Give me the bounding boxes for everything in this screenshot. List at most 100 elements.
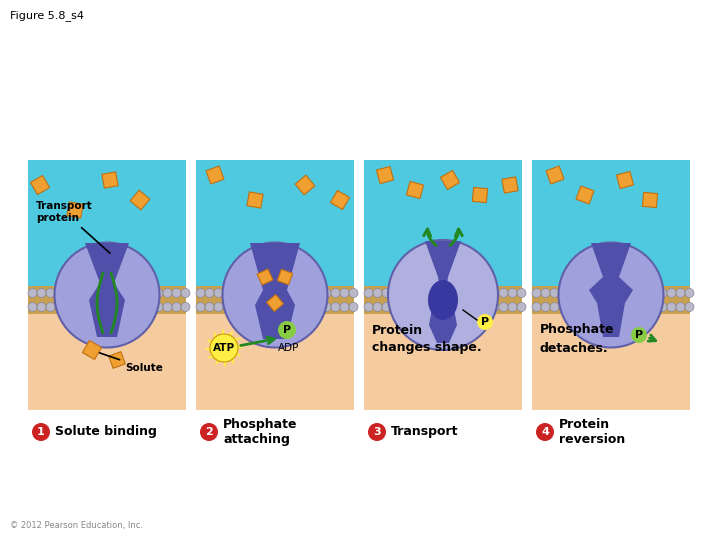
Circle shape bbox=[532, 288, 541, 298]
Circle shape bbox=[499, 288, 508, 298]
Circle shape bbox=[364, 288, 373, 298]
Circle shape bbox=[100, 302, 109, 312]
Polygon shape bbox=[441, 171, 459, 190]
Circle shape bbox=[454, 288, 463, 298]
Circle shape bbox=[127, 288, 136, 298]
Circle shape bbox=[445, 288, 454, 298]
Circle shape bbox=[232, 288, 241, 298]
Circle shape bbox=[649, 302, 658, 312]
Circle shape bbox=[685, 302, 694, 312]
Circle shape bbox=[541, 288, 550, 298]
Circle shape bbox=[55, 288, 64, 298]
Polygon shape bbox=[207, 338, 224, 348]
Circle shape bbox=[613, 288, 622, 298]
Circle shape bbox=[436, 302, 445, 312]
Polygon shape bbox=[214, 330, 224, 348]
Circle shape bbox=[481, 288, 490, 298]
Circle shape bbox=[622, 288, 631, 298]
Circle shape bbox=[568, 288, 577, 298]
Polygon shape bbox=[109, 352, 125, 368]
Circle shape bbox=[46, 288, 55, 298]
Circle shape bbox=[499, 302, 508, 312]
Text: Protein
reversion: Protein reversion bbox=[559, 418, 625, 446]
Circle shape bbox=[205, 288, 214, 298]
Polygon shape bbox=[589, 243, 633, 337]
Circle shape bbox=[136, 302, 145, 312]
Circle shape bbox=[286, 288, 295, 298]
Circle shape bbox=[490, 288, 499, 298]
Circle shape bbox=[622, 302, 631, 312]
Text: © 2012 Pearson Education, Inc.: © 2012 Pearson Education, Inc. bbox=[10, 521, 143, 530]
Circle shape bbox=[658, 302, 667, 312]
Circle shape bbox=[631, 288, 640, 298]
Text: changes shape.: changes shape. bbox=[372, 341, 482, 354]
Circle shape bbox=[586, 302, 595, 312]
Circle shape bbox=[241, 302, 250, 312]
Circle shape bbox=[418, 302, 427, 312]
Circle shape bbox=[391, 288, 400, 298]
Circle shape bbox=[613, 302, 622, 312]
Polygon shape bbox=[207, 348, 224, 358]
Circle shape bbox=[382, 288, 391, 298]
Polygon shape bbox=[85, 243, 129, 337]
Circle shape bbox=[409, 288, 418, 298]
Polygon shape bbox=[224, 345, 244, 348]
Circle shape bbox=[436, 288, 445, 298]
Text: Solute: Solute bbox=[99, 353, 163, 373]
Circle shape bbox=[631, 302, 640, 312]
Polygon shape bbox=[295, 175, 315, 195]
Circle shape bbox=[136, 288, 145, 298]
Circle shape bbox=[373, 288, 382, 298]
Bar bbox=[532, 300, 690, 410]
Polygon shape bbox=[67, 202, 83, 218]
Circle shape bbox=[517, 302, 526, 312]
Circle shape bbox=[550, 288, 559, 298]
Circle shape bbox=[46, 302, 55, 312]
Circle shape bbox=[28, 288, 37, 298]
Text: detaches.: detaches. bbox=[540, 341, 608, 354]
Polygon shape bbox=[224, 338, 241, 348]
Circle shape bbox=[649, 288, 658, 298]
Polygon shape bbox=[642, 192, 657, 207]
Bar bbox=[28, 300, 186, 410]
Circle shape bbox=[454, 302, 463, 312]
Circle shape bbox=[205, 302, 214, 312]
Circle shape bbox=[277, 302, 286, 312]
Circle shape bbox=[181, 288, 190, 298]
Text: Phosphate
attaching: Phosphate attaching bbox=[223, 418, 297, 446]
Polygon shape bbox=[30, 176, 50, 194]
Bar bbox=[364, 300, 522, 410]
Polygon shape bbox=[502, 177, 518, 193]
Bar bbox=[28, 286, 186, 314]
Polygon shape bbox=[330, 191, 350, 210]
Circle shape bbox=[400, 288, 409, 298]
Circle shape bbox=[82, 302, 91, 312]
Bar bbox=[532, 286, 690, 314]
Text: 1: 1 bbox=[37, 427, 45, 437]
Text: P: P bbox=[283, 325, 291, 335]
Circle shape bbox=[331, 302, 340, 312]
Ellipse shape bbox=[55, 242, 160, 348]
Circle shape bbox=[91, 288, 100, 298]
Circle shape bbox=[250, 302, 259, 312]
Circle shape bbox=[210, 334, 238, 362]
Circle shape bbox=[490, 302, 499, 312]
Circle shape bbox=[55, 302, 64, 312]
Circle shape bbox=[418, 288, 427, 298]
Circle shape bbox=[241, 288, 250, 298]
Circle shape bbox=[223, 302, 232, 312]
Circle shape bbox=[559, 302, 568, 312]
Polygon shape bbox=[82, 340, 102, 360]
Circle shape bbox=[577, 302, 586, 312]
Circle shape bbox=[109, 288, 118, 298]
Text: 3: 3 bbox=[373, 427, 381, 437]
Circle shape bbox=[304, 302, 313, 312]
Circle shape bbox=[400, 302, 409, 312]
Circle shape bbox=[427, 302, 436, 312]
Text: P: P bbox=[481, 317, 489, 327]
Circle shape bbox=[349, 302, 358, 312]
Circle shape bbox=[32, 423, 50, 441]
Polygon shape bbox=[214, 348, 224, 366]
Circle shape bbox=[118, 302, 127, 312]
Circle shape bbox=[349, 288, 358, 298]
